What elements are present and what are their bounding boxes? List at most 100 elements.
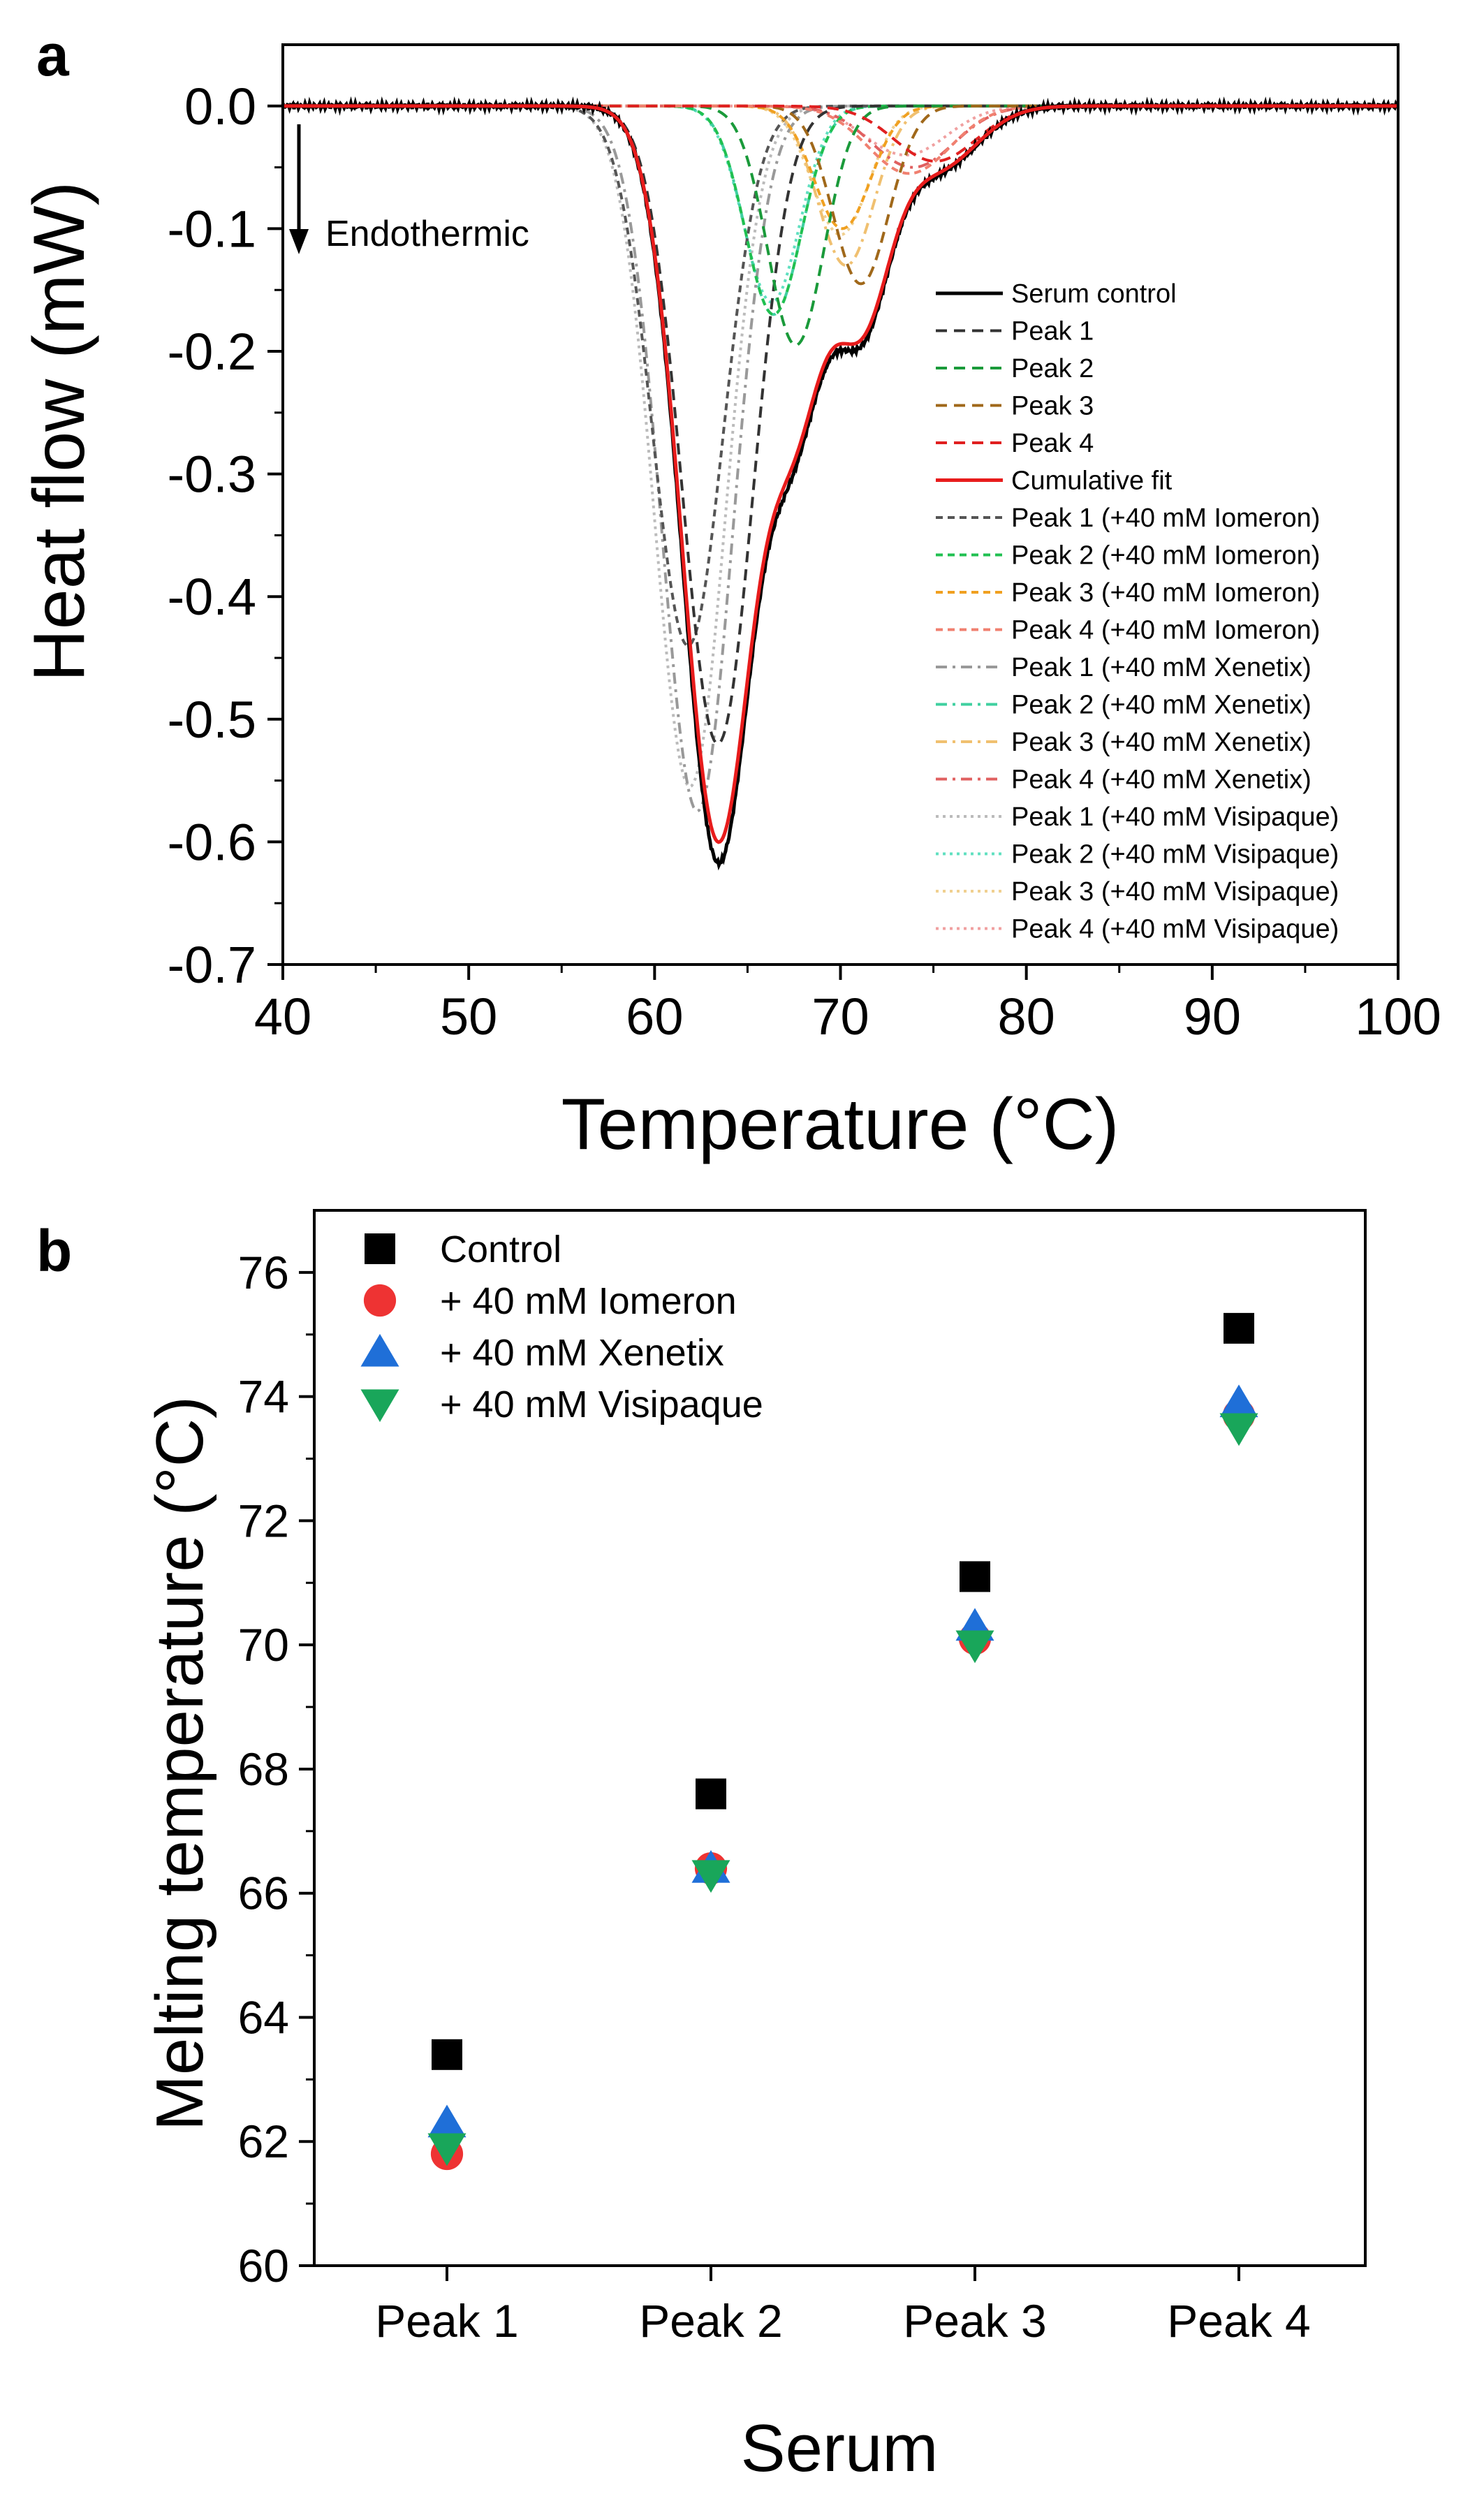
legend-label: Peak 3 (+40 mM Visipaque): [1011, 877, 1339, 907]
panel-a-x-tick-label: 70: [811, 988, 869, 1046]
legend-label: + 40 mM Visipaque: [440, 1384, 763, 1425]
curve-peak-2-40-mm-visipaque-: [283, 104, 1398, 304]
curve-peak-2-40-mm-xenetix-: [283, 104, 1398, 316]
legend-entry: + 40 mM Xenetix: [360, 1332, 724, 1374]
legend-label: Peak 1 (+40 mM Xenetix): [1011, 653, 1312, 682]
legend-label: Peak 3 (+40 mM Xenetix): [1011, 728, 1312, 757]
panel-b-x-tick-label: Peak 3: [903, 2295, 1046, 2347]
panel-a: a Heat flow (mW) Temperature (°C) 40 50 60…: [19, 22, 1441, 1165]
panel-b-y-tick-label: 70: [238, 1619, 289, 1671]
legend-label: Peak 1 (+40 mM Iomeron): [1011, 504, 1320, 533]
legend-entry: Peak 3 (+40 mM Xenetix): [936, 728, 1312, 757]
data-point-triangle-down: [955, 1630, 994, 1664]
panel-a-y-tick-label: -0.1: [167, 200, 256, 258]
legend-entry: Peak 4: [936, 429, 1094, 458]
panel-b-y-tick-label: 64: [238, 1991, 289, 2043]
panel-b-y-tick-label: 72: [238, 1495, 289, 1546]
panel-b-y-tick-label: 68: [238, 1743, 289, 1795]
curve-peak-2-40-mm-iomeron-: [283, 104, 1398, 316]
legend-label: Control: [440, 1229, 561, 1270]
panel-a-y-tick-label: -0.4: [167, 568, 256, 626]
legend-entry: + 40 mM Iomeron: [363, 1280, 737, 1322]
legend-entry: Peak 3 (+40 mM Visipaque): [936, 877, 1339, 907]
data-point-square: [432, 2039, 462, 2070]
curve-peak-4: [283, 104, 1398, 163]
panel-b-x-tick-label: Peak 2: [639, 2295, 782, 2347]
panel-b-points: [427, 1312, 1258, 2171]
data-point-square: [1224, 1312, 1254, 1344]
panel-b-y-tick-label: 62: [238, 2116, 289, 2167]
curve-peak-4-40-mm-visipaque-: [283, 104, 1398, 156]
legend-label: Peak 2: [1011, 354, 1094, 383]
data-point-triangle-down: [1219, 1413, 1258, 1446]
curve-peak-1: [283, 104, 1398, 746]
panel-b-axes: [313, 1209, 1367, 2267]
legend-entry: Peak 2 (+40 mM Visipaque): [936, 840, 1339, 870]
panel-b-ticks: 60 62 64 66 68 70 72 74 76 Peak 1 Peak 2 Peak 3 Peak…: [238, 1247, 1311, 2347]
legend-entry: Peak 1 (+40 mM Visipaque): [936, 802, 1339, 832]
legend-entry: Peak 1 (+40 mM Xenetix): [936, 653, 1312, 682]
curve-peak-4-40-mm-xenetix-: [283, 104, 1398, 169]
curve-peak-1-40-mm-visipaque-: [283, 104, 1398, 789]
endothermic-annotation: Endothermic: [289, 124, 529, 254]
legend-entry: Peak 1: [936, 317, 1094, 346]
panel-b-letter: b: [36, 1218, 72, 1284]
panel-b-x-tick-label: Peak 1: [375, 2295, 518, 2347]
panel-b-y-tick-label: 74: [238, 1371, 289, 1423]
data-point-triangle-down: [427, 2133, 466, 2166]
panel-a-y-tick-label: -0.5: [167, 691, 256, 749]
legend-entry: Control: [365, 1229, 561, 1270]
panel-a-curves: [281, 96, 1399, 871]
data-point-square: [696, 1778, 726, 1810]
panel-a-y-tick-label: -0.3: [167, 446, 256, 504]
panel-b-y-tick-label: 60: [238, 2240, 289, 2292]
panel-b-plot-frame: [313, 1209, 1367, 2267]
legend-label: Peak 1 (+40 mM Visipaque): [1011, 802, 1339, 832]
legend-marker-square: [365, 1233, 395, 1264]
panel-b-legend: Control + 40 mM Iomeron + 40 mM Xenetix + 4…: [360, 1229, 763, 1425]
panel-a-y-tick-label: -0.6: [167, 813, 256, 871]
legend-entry: Peak 2 (+40 mM Iomeron): [936, 541, 1320, 571]
legend-entry: Cumulative fit: [936, 467, 1173, 496]
panel-a-ticks: 40 50 60 70 80 90 100 0.0 -0.1 -0.2 -0.3 -0.4 -0.5 -0…: [167, 78, 1441, 1046]
panel-a-x-tick-label: 40: [254, 988, 311, 1046]
legend-entry: Peak 2: [936, 354, 1094, 383]
legend-label: Peak 4 (+40 mM Visipaque): [1011, 915, 1339, 944]
panel-a-letter: a: [36, 22, 70, 88]
data-point-triangle-down: [691, 1860, 730, 1893]
legend-entry: Peak 3: [936, 392, 1094, 421]
legend-label: Peak 1: [1011, 317, 1094, 346]
legend-label: Serum control: [1011, 279, 1177, 309]
legend-marker-triangle-down: [360, 1389, 399, 1423]
panel-b: b Melting temperature (°C) Serum 60 62 64 6…: [36, 1209, 1367, 2486]
legend-entry: Peak 1 (+40 mM Iomeron): [936, 504, 1320, 533]
panel-a-y-tick-label: 0.0: [184, 78, 256, 135]
panel-a-x-axis-title: Temperature (°C): [561, 1084, 1119, 1165]
legend-label: Peak 3 (+40 mM Iomeron): [1011, 578, 1320, 608]
data-point-square: [960, 1561, 990, 1592]
curve-peak-3: [283, 104, 1398, 286]
panel-b-y-axis-title: Melting temperature (°C): [142, 1396, 217, 2131]
legend-label: Peak 2 (+40 mM Xenetix): [1011, 691, 1312, 720]
legend-label: + 40 mM Xenetix: [440, 1332, 724, 1374]
legend-label: Peak 4 (+40 mM Xenetix): [1011, 765, 1312, 795]
legend-label: Peak 4 (+40 mM Iomeron): [1011, 616, 1320, 645]
panel-a-x-tick-label: 80: [998, 988, 1055, 1046]
legend-label: Peak 3: [1011, 392, 1094, 421]
legend-entry: + 40 mM Visipaque: [360, 1384, 763, 1425]
legend-marker-triangle-up: [360, 1333, 399, 1367]
panel-a-y-tick-label: -0.7: [167, 936, 256, 994]
endothermic-arrowhead-icon: [289, 229, 309, 254]
panel-a-x-tick-label: 50: [440, 988, 497, 1046]
panel-a-legend: Serum control Peak 1 Peak 2 Peak 3 Peak 4 Cum…: [936, 279, 1339, 944]
legend-label: Peak 2 (+40 mM Visipaque): [1011, 840, 1339, 870]
panel-b-x-axis-title: Serum: [741, 2411, 939, 2486]
panel-b-y-tick-label: 66: [238, 1868, 289, 1919]
legend-entry: Serum control: [936, 279, 1177, 309]
legend-marker-circle: [363, 1284, 397, 1317]
panel-a-x-tick-label: 90: [1184, 988, 1241, 1046]
legend-label: Peak 2 (+40 mM Iomeron): [1011, 541, 1320, 571]
legend-label: + 40 mM Iomeron: [440, 1280, 737, 1322]
panel-a-x-tick-label: 60: [626, 988, 683, 1046]
